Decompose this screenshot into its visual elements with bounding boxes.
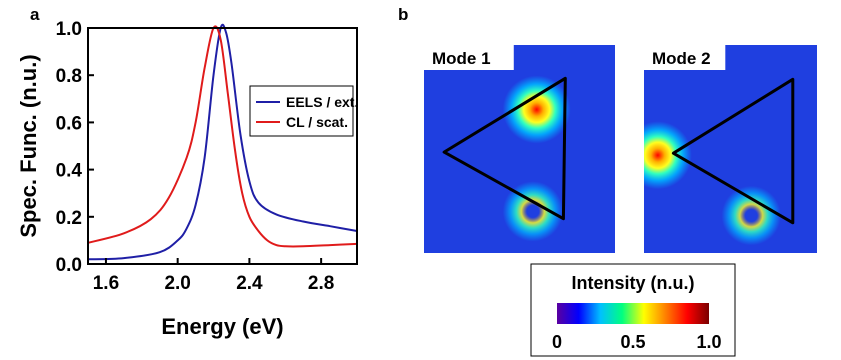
hotspot	[502, 75, 571, 144]
colorbar: Intensity (n.u.) 0 0.5 1.0	[530, 263, 736, 357]
mode-label: Mode 1	[432, 49, 491, 68]
series-lines	[87, 23, 358, 261]
hotspot	[721, 185, 782, 246]
y-tick-label: 0.8	[56, 66, 82, 87]
axis-frame	[87, 27, 358, 265]
y-tick-label: 0.6	[56, 113, 82, 134]
mode-map-2: Mode 2	[644, 45, 817, 253]
mode-label: Mode 2	[652, 49, 711, 68]
legend: EELS / ext. CL / scat.	[249, 85, 358, 137]
series-line-1	[87, 25, 358, 248]
panel-label-b: b	[398, 5, 408, 24]
spectrum-plot: 1.6 2.0 2.4 2.8 0.0 0.2 0.4 0.6 0.8 1.0 Energy (e…	[16, 19, 358, 339]
triangle-outline	[671, 77, 795, 225]
triangle-outline	[442, 76, 567, 221]
colorbar-gradient	[557, 303, 709, 324]
colorbar-title: Intensity (n.u.)	[572, 273, 695, 293]
hotspot	[644, 121, 692, 190]
colorbar-tick-label: 0	[552, 332, 562, 352]
y-tick-label: 0.2	[56, 208, 82, 229]
y-tick-label: 0.0	[56, 255, 82, 276]
mode-maps: Mode 1 Mode 2	[424, 45, 817, 253]
axis-ticks: 1.6 2.0 2.4 2.8 0.0 0.2 0.4 0.6 0.8 1.0	[56, 19, 335, 294]
x-tick-label: 2.0	[164, 273, 190, 294]
y-tick-label: 1.0	[56, 19, 82, 40]
legend-box	[249, 85, 354, 137]
colorbar-tick-label: 1.0	[696, 332, 721, 352]
y-tick-label: 0.4	[56, 161, 83, 182]
panel-label-a: a	[30, 5, 40, 24]
legend-label-cl: CL / scat.	[286, 114, 348, 130]
x-axis-label: Energy (eV)	[161, 314, 283, 339]
series-line-0	[87, 23, 358, 261]
y-axis-label: Spec. Func. (n.u.)	[16, 54, 41, 237]
mode-label-box	[644, 45, 726, 70]
colorbar-ticks: 0 0.5 1.0	[552, 332, 722, 352]
mode-map-1: Mode 1	[424, 45, 615, 253]
colorbar-tick-label: 0.5	[620, 332, 645, 352]
x-tick-label: 2.8	[308, 273, 334, 294]
hotspot	[502, 181, 564, 242]
x-tick-label: 1.6	[93, 273, 119, 294]
mode-label-box	[424, 45, 514, 70]
x-tick-label: 2.4	[236, 273, 263, 294]
legend-label-eels: EELS / ext.	[286, 94, 358, 110]
